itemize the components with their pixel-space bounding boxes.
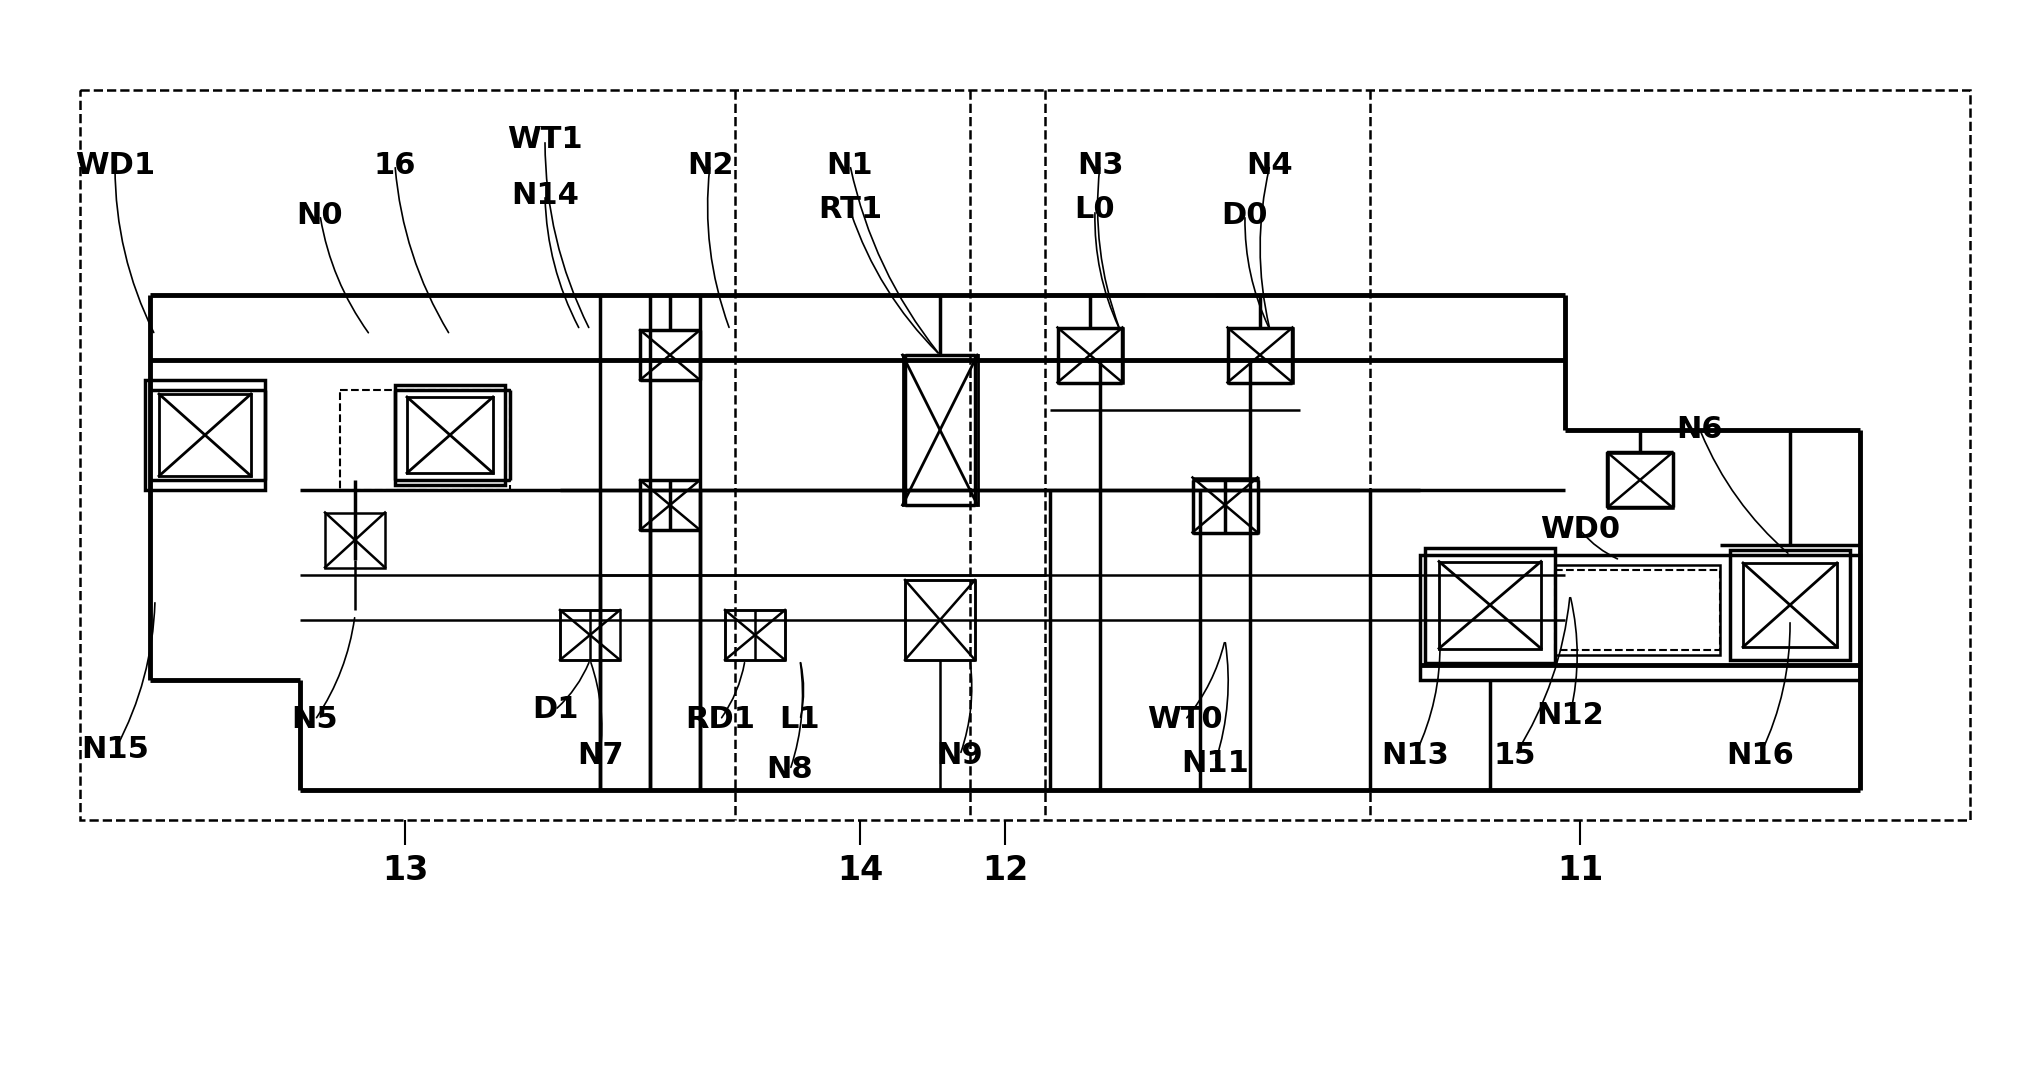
Bar	[1419, 555, 1859, 680]
Bar	[1440, 561, 1540, 648]
Bar	[408, 397, 493, 473]
Bar	[640, 481, 701, 530]
Text: N12: N12	[1536, 701, 1603, 730]
Text: WT1: WT1	[507, 126, 583, 155]
Bar	[1228, 328, 1292, 383]
Text: RT1: RT1	[818, 196, 882, 225]
Bar	[1555, 570, 1720, 650]
Bar	[145, 379, 264, 490]
Text: N14: N14	[511, 181, 579, 210]
Text: D1: D1	[531, 696, 577, 725]
Text: WT0: WT0	[1147, 705, 1224, 734]
Text: N6: N6	[1676, 416, 1724, 444]
Bar	[160, 395, 250, 476]
Bar	[1193, 477, 1258, 532]
Bar	[1555, 565, 1720, 655]
Text: 16: 16	[374, 151, 416, 180]
Bar	[902, 355, 977, 505]
Text: N16: N16	[1726, 741, 1795, 770]
Text: 13: 13	[382, 854, 428, 887]
Text: WD0: WD0	[1540, 516, 1619, 545]
Bar	[725, 610, 785, 660]
Text: RD1: RD1	[684, 705, 755, 734]
Bar	[325, 513, 386, 568]
Bar	[1607, 453, 1672, 507]
Text: N8: N8	[767, 756, 814, 785]
Text: N4: N4	[1246, 151, 1294, 180]
Text: N15: N15	[81, 735, 149, 764]
Text: L1: L1	[779, 705, 820, 734]
Bar	[1058, 328, 1123, 383]
Bar	[1730, 550, 1849, 660]
Text: 11: 11	[1557, 854, 1603, 887]
Bar	[396, 385, 505, 485]
Bar	[559, 610, 620, 660]
Bar	[640, 330, 701, 379]
Text: D0: D0	[1221, 201, 1268, 229]
Text: N3: N3	[1076, 151, 1123, 180]
Text: 15: 15	[1494, 741, 1536, 770]
Text: N2: N2	[686, 151, 733, 180]
Bar	[81, 90, 1971, 820]
Text: WD1: WD1	[75, 151, 155, 180]
Bar	[905, 580, 975, 660]
Text: N11: N11	[1181, 748, 1250, 777]
Bar	[339, 390, 511, 490]
Text: N0: N0	[297, 201, 343, 229]
Bar	[1425, 547, 1555, 662]
Text: 12: 12	[981, 854, 1028, 887]
Text: L0: L0	[1074, 196, 1114, 225]
Text: N5: N5	[291, 705, 339, 734]
Text: N1: N1	[826, 151, 874, 180]
Bar	[1742, 563, 1837, 647]
Text: N13: N13	[1381, 741, 1450, 770]
Text: 14: 14	[836, 854, 882, 887]
Text: N9: N9	[937, 741, 983, 770]
Text: N7: N7	[577, 741, 624, 770]
